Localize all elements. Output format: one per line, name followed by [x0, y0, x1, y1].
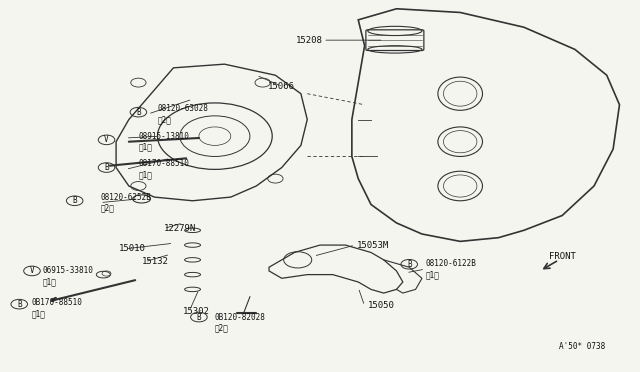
Text: B: B: [407, 260, 412, 269]
Text: V: V: [29, 266, 35, 275]
Text: 08120-63028
〈2〉: 08120-63028 〈2〉: [157, 104, 209, 124]
Text: B: B: [136, 108, 141, 117]
Text: 15053M: 15053M: [357, 241, 389, 250]
Text: 08120-6252B
〈2〉: 08120-6252B 〈2〉: [100, 193, 151, 213]
Text: 12279N: 12279N: [164, 224, 196, 233]
Text: 15066: 15066: [268, 82, 295, 91]
Text: 15010: 15010: [119, 244, 146, 253]
Text: 15302: 15302: [183, 307, 210, 316]
Text: B: B: [196, 312, 201, 321]
Text: B: B: [104, 163, 109, 172]
Text: A'50* 0738: A'50* 0738: [559, 342, 605, 351]
Text: 15050: 15050: [368, 301, 395, 311]
Text: V: V: [104, 135, 109, 144]
Text: 08915-13810
〈1〉: 08915-13810 〈1〉: [138, 132, 189, 152]
Text: 06915-33810
〈1〉: 06915-33810 〈1〉: [43, 266, 93, 286]
Text: B: B: [72, 196, 77, 205]
Text: 0B170-88510
〈1〉: 0B170-88510 〈1〉: [32, 298, 83, 318]
Text: FRONT: FRONT: [549, 251, 576, 261]
Text: 15208: 15208: [296, 36, 323, 45]
Text: 0B120-82028
〈2〉: 0B120-82028 〈2〉: [215, 312, 266, 333]
Text: B: B: [17, 300, 22, 309]
Text: 15132: 15132: [141, 257, 168, 266]
Text: 08170-88510
〈1〉: 08170-88510 〈1〉: [138, 159, 189, 179]
Text: 08120-6122B
〈1〉: 08120-6122B 〈1〉: [425, 259, 476, 279]
